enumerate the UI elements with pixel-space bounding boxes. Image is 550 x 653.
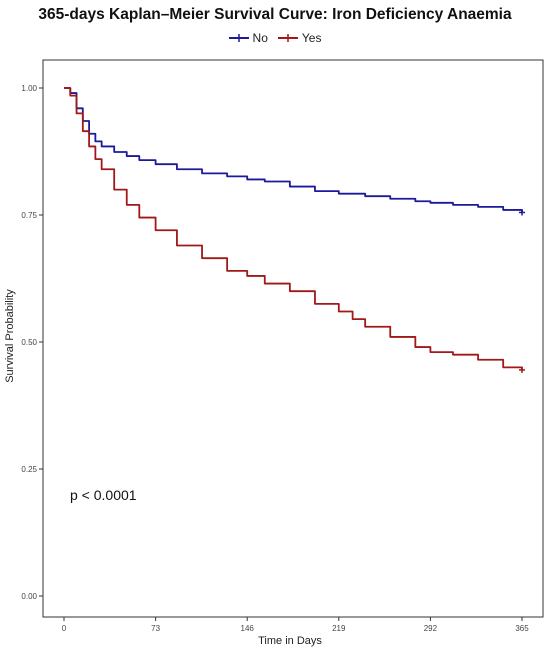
legend-item-yes: Yes [277, 31, 322, 45]
y-tick-label: 0.50 [21, 338, 37, 347]
series-line-yes [64, 87, 523, 370]
plot-frame [42, 59, 544, 618]
x-tick-label: 0 [62, 624, 67, 633]
p-value-annotation: p < 0.0001 [70, 487, 137, 503]
x-tick-label: 73 [151, 624, 160, 633]
x-tick-label: 146 [241, 624, 255, 633]
legend: No Yes [0, 31, 550, 45]
y-tick-label: 0.25 [21, 465, 37, 474]
y-tick-label: 1.00 [21, 84, 37, 93]
x-tick-label: 365 [515, 624, 529, 633]
series-line-no [64, 87, 523, 213]
legend-label-yes: Yes [301, 31, 322, 45]
chart-title: 365-days Kaplan–Meier Survival Curve: Ir… [38, 6, 512, 23]
y-tick-label: 0.75 [21, 211, 37, 220]
legend-swatch-yes [277, 34, 298, 42]
legend-item-no: No [228, 31, 268, 45]
x-tick-label: 219 [332, 624, 346, 633]
y-tick-label: 0.00 [21, 592, 37, 601]
legend-label-no: No [252, 31, 268, 45]
x-tick-label: 292 [424, 624, 438, 633]
y-axis-label: Survival Probability [4, 289, 16, 383]
legend-swatch-no [228, 34, 249, 42]
x-axis-label: Time in Days [258, 635, 322, 647]
